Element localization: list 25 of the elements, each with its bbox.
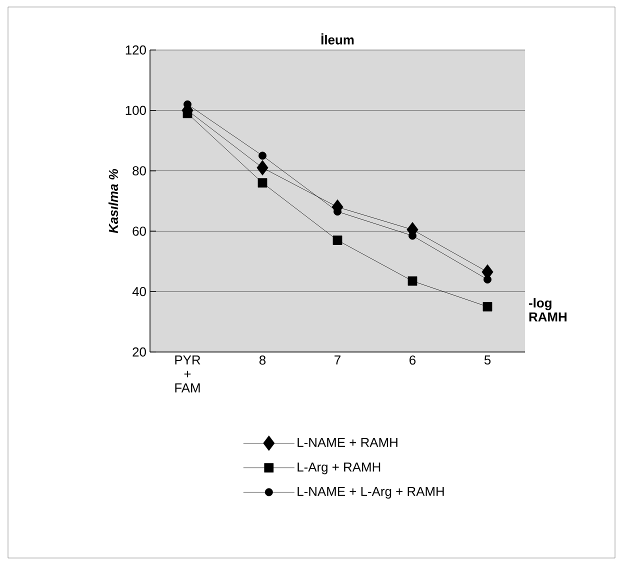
x-tick-label: 6 xyxy=(410,356,416,365)
point xyxy=(182,108,192,118)
point xyxy=(484,276,492,284)
chart-title: İleum xyxy=(321,33,354,44)
point xyxy=(408,276,418,286)
legend-label: L-NAME + RAMH xyxy=(298,438,398,447)
y-tick-label: 40 xyxy=(132,287,146,296)
x-axis-title: -log RAMH xyxy=(529,298,566,322)
y-tick-label: 20 xyxy=(132,347,146,357)
point xyxy=(482,302,492,312)
point xyxy=(258,178,268,188)
point xyxy=(258,152,266,160)
point xyxy=(256,160,268,176)
point xyxy=(332,236,342,245)
y-tick-label: 80 xyxy=(132,166,146,176)
x-tick-label: 7 xyxy=(334,356,340,364)
legend-label: L-NAME + L-Arg + RAMH xyxy=(298,486,444,499)
legend-label: L-Arg + RAMH xyxy=(298,462,380,474)
y-tick-label: 100 xyxy=(126,106,146,115)
x-tick-label: 8 xyxy=(259,356,266,365)
y-tick-label: 60 xyxy=(132,226,146,236)
y-axis-title: Kasılma % xyxy=(108,168,118,234)
x-tick-label: PYR + FAM xyxy=(175,356,200,392)
x-tick-label: 5 xyxy=(484,356,491,365)
y-tick-label: 120 xyxy=(126,45,146,55)
